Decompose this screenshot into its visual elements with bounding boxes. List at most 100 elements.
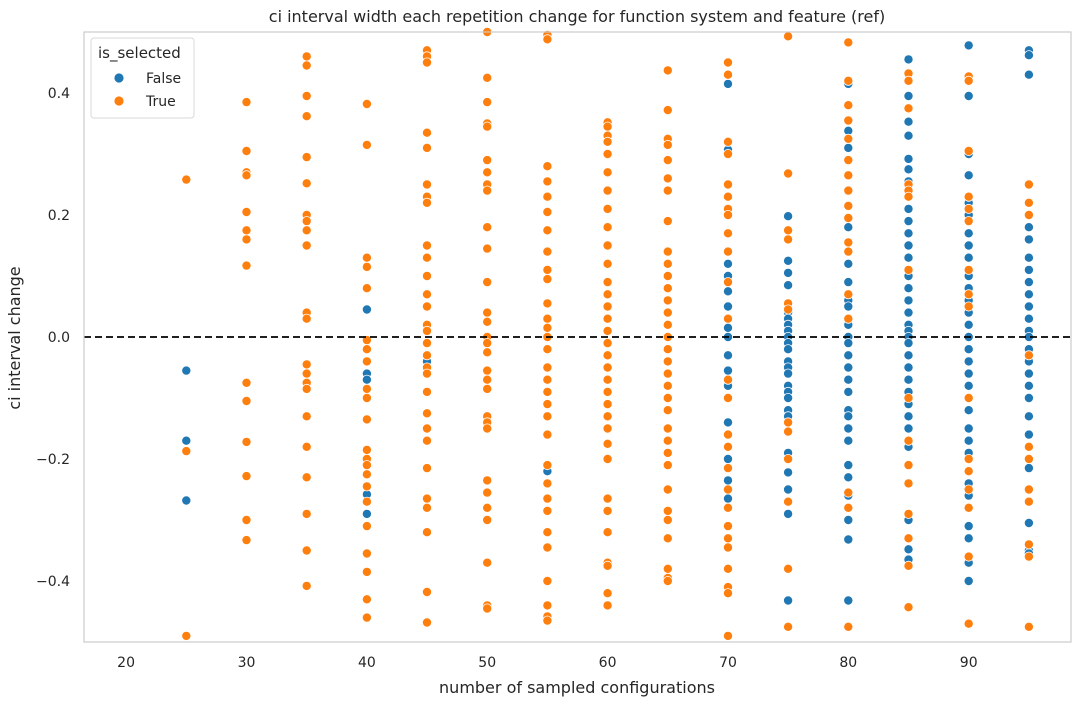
data-point-true-245: [783, 225, 794, 236]
data-point-false-75: [903, 91, 914, 102]
data-point-true-192: [662, 246, 673, 257]
data-point-true-36: [301, 508, 312, 519]
data-point-false-145: [1023, 313, 1034, 324]
data-point-true-20: [301, 111, 312, 122]
data-point-true-114: [482, 487, 493, 498]
tick-labels: 20 30 40 50 60 70 80 90 −0.4 −0.2 0.0 0.2 0.4: [36, 86, 978, 671]
data-point-true-218: [723, 69, 734, 80]
data-point-true-95: [482, 155, 493, 166]
data-point-true-8: [241, 225, 252, 236]
data-point-false-10: [723, 78, 734, 89]
data-point-false-14: [723, 286, 734, 297]
data-point-true-194: [662, 270, 673, 281]
data-point-true-54: [361, 481, 372, 492]
data-point-true-295: [963, 301, 974, 312]
data-point-true-308: [1023, 453, 1034, 464]
data-point-true-58: [361, 566, 372, 577]
data-point-false-19: [723, 365, 734, 376]
data-point-true-21: [301, 152, 312, 163]
data-point-true-224: [723, 209, 734, 220]
data-point-false-125: [963, 405, 974, 416]
data-point-true-52: [361, 460, 372, 471]
data-point-false-84: [903, 240, 914, 251]
data-point-true-236: [723, 521, 734, 532]
data-point-true-254: [783, 621, 794, 632]
data-point-true-134: [542, 344, 553, 355]
data-point-true-264: [843, 212, 854, 223]
data-point-true-202: [662, 368, 673, 379]
data-point-false-18: [723, 350, 734, 361]
data-point-true-32: [301, 383, 312, 394]
data-point-true-46: [361, 356, 372, 367]
data-point-true-175: [602, 438, 613, 449]
data-point-true-41: [361, 252, 372, 263]
data-point-true-173: [602, 411, 613, 422]
data-point-true-132: [542, 322, 553, 333]
data-point-false-27: [783, 267, 794, 278]
data-point-true-285: [903, 560, 914, 571]
data-point-true-53: [361, 469, 372, 480]
data-point-true-235: [723, 502, 734, 513]
data-point-true-214: [662, 563, 673, 574]
data-point-true-177: [602, 493, 613, 504]
data-point-true-145: [542, 527, 553, 538]
data-point-true-206: [662, 423, 673, 434]
data-point-true-100: [482, 243, 493, 254]
data-point-true-196: [662, 295, 673, 306]
data-point-false-26: [783, 255, 794, 266]
data-point-true-169: [602, 362, 613, 373]
data-point-false-71: [843, 515, 854, 526]
data-point-true-257: [843, 100, 854, 111]
x-tick-label: 80: [839, 655, 857, 671]
data-point-false-79: [903, 164, 914, 175]
data-point-true-174: [602, 423, 613, 434]
data-point-true-81: [421, 408, 432, 419]
data-point-false-142: [1023, 277, 1034, 288]
data-point-true-116: [482, 515, 493, 526]
data-point-true-238: [723, 542, 734, 553]
data-point-true-79: [421, 368, 432, 379]
data-point-true-211: [662, 505, 673, 516]
data-point-true-26: [301, 240, 312, 251]
y-tick-label: 0.2: [48, 208, 70, 224]
data-point-true-24: [301, 216, 312, 227]
data-point-true-266: [843, 246, 854, 257]
data-point-false-56: [843, 301, 854, 312]
data-point-true-19: [301, 91, 312, 102]
data-point-true-258: [843, 115, 854, 126]
data-point-false-143: [1023, 289, 1034, 300]
data-point-true-115: [482, 502, 493, 513]
data-point-true-105: [482, 338, 493, 349]
data-point-false-153: [1023, 411, 1034, 422]
data-point-true-136: [542, 374, 553, 385]
data-point-true-267: [843, 289, 854, 300]
data-point-true-217: [723, 57, 734, 68]
y-axis-label: ci interval change: [5, 266, 24, 409]
data-point-true-72: [421, 289, 432, 300]
data-point-false-106: [963, 91, 974, 102]
data-point-true-63: [421, 57, 432, 68]
data-point-true-154: [602, 136, 613, 147]
data-point-true-60: [361, 612, 372, 623]
data-point-true-42: [361, 261, 372, 272]
data-point-true-204: [662, 392, 673, 403]
data-point-true-164: [602, 301, 613, 312]
data-point-true-68: [421, 197, 432, 208]
y-tick-label: −0.4: [36, 574, 70, 590]
data-point-false-41: [783, 392, 794, 403]
data-point-false-127: [963, 435, 974, 446]
legend-label-false: False: [146, 71, 181, 87]
data-point-true-147: [542, 576, 553, 587]
data-point-false-111: [963, 228, 974, 239]
data-point-true-103: [482, 316, 493, 327]
data-point-true-108: [482, 374, 493, 385]
data-point-true-76: [421, 338, 432, 349]
data-point-true-123: [542, 176, 553, 187]
data-point-true-33: [301, 411, 312, 422]
data-point-true-148: [542, 600, 553, 611]
x-tick-label: 30: [238, 655, 256, 671]
data-point-true-310: [1023, 496, 1034, 507]
data-point-true-143: [542, 493, 553, 504]
data-point-true-251: [783, 453, 794, 464]
x-tick-label: 40: [358, 655, 376, 671]
